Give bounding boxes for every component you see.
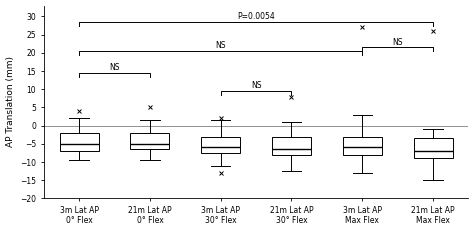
Text: NS: NS [109,63,120,72]
PathPatch shape [272,137,311,155]
Y-axis label: AP Translation (mm): AP Translation (mm) [6,57,15,147]
PathPatch shape [414,138,453,158]
Text: NS: NS [392,38,403,47]
PathPatch shape [130,133,169,149]
PathPatch shape [60,133,99,151]
Text: P=0.0054: P=0.0054 [237,12,275,21]
PathPatch shape [343,137,382,155]
PathPatch shape [201,137,240,153]
Text: NS: NS [216,41,226,50]
Text: NS: NS [251,81,261,90]
